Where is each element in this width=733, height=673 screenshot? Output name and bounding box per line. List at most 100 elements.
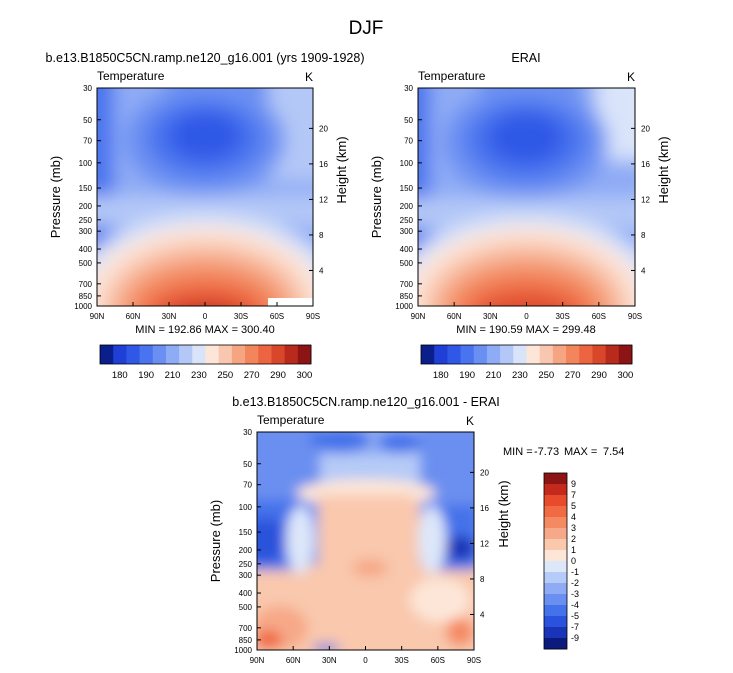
colorbar-swatch	[544, 605, 567, 617]
panel-erai: ERAI Temperature K 30 50	[369, 51, 671, 381]
y2-tick-label: 4	[319, 266, 324, 275]
y-tick-label: 700	[400, 280, 414, 289]
y-tick-label: 70	[243, 481, 252, 490]
panel-model: b.e13.B1850C5CN.ramp.ne120_g16.001 (yrs …	[46, 51, 365, 381]
panel-title: b.e13.B1850C5CN.ramp.ne120_g16.001 (yrs …	[46, 51, 365, 65]
y-tick-label: 30	[243, 428, 252, 437]
colorbar-label: 4	[571, 512, 576, 522]
colorbar-label: 290	[270, 370, 286, 381]
y2-tick-label: 8	[641, 231, 646, 240]
colorbar-swatch	[539, 345, 554, 364]
colorbar-swatch	[544, 473, 567, 485]
colorbar-swatch	[544, 616, 567, 628]
panel-subtitle-units: K	[466, 414, 474, 428]
colorbar-label: 190	[459, 370, 475, 381]
x-tick-label: 90S	[628, 312, 642, 321]
y-tick-label: 300	[400, 227, 414, 236]
colorbar-label: 230	[512, 370, 528, 381]
colorbar-label: 1	[571, 545, 576, 555]
colorbar-label: -4	[571, 600, 579, 610]
colorbar-swatch	[231, 345, 246, 364]
y-tick-label: 50	[404, 116, 413, 125]
x-tick-label: 0	[203, 312, 208, 321]
y-axis-label: Pressure (mb)	[48, 156, 63, 238]
colorbar-swatch	[500, 345, 514, 364]
colorbar-frame	[543, 472, 568, 650]
colorbar-label: 2	[571, 534, 576, 544]
x-axis: 90N 60N 30N 0 30S 60S 90S	[250, 646, 481, 665]
y2-tick-label: 12	[319, 195, 328, 204]
x-tick-label: 60S	[431, 656, 445, 665]
colorbar-swatch	[552, 345, 567, 364]
y-tick-label: 500	[400, 259, 414, 268]
x-tick-label: 90N	[90, 312, 105, 321]
y-tick-label: 850	[400, 292, 414, 301]
min-max-stats: MIN = 190.59 MAX = 299.48	[456, 324, 595, 336]
y-tick-label: 700	[79, 280, 93, 289]
y-axis-label: Pressure (mb)	[208, 500, 223, 582]
y-tick-label: 700	[239, 624, 253, 633]
difference-field	[257, 432, 474, 650]
y-tick-label: 500	[239, 603, 253, 612]
panel-subtitle-variable: Temperature	[418, 69, 486, 83]
colorbar-label: 270	[565, 370, 581, 381]
colorbar-swatch	[126, 345, 140, 364]
y-tick-label: 250	[79, 216, 93, 225]
colorbar-label: -9	[571, 633, 579, 643]
y-axis-label: Pressure (mb)	[369, 156, 384, 238]
y2-axis-label: Height (km)	[656, 136, 671, 203]
colorbar-swatch	[544, 627, 567, 639]
y-tick-label: 250	[400, 216, 414, 225]
temperature-field	[418, 88, 635, 306]
colorbar-swatch	[284, 345, 299, 364]
colorbar-swatch	[544, 583, 567, 595]
colorbar-swatch	[192, 345, 206, 364]
colorbar-swatch	[605, 345, 620, 364]
y2-tick-label: 12	[480, 539, 489, 548]
colorbar-label: 300	[296, 370, 312, 381]
colorbar-swatch	[544, 506, 567, 518]
y-tick-label: 400	[400, 245, 414, 254]
colorbar-label: 230	[191, 370, 207, 381]
colorbar-swatch	[152, 345, 167, 364]
colorbar-swatch	[245, 345, 259, 364]
x-tick-label: 60N	[447, 312, 462, 321]
colorbar-swatch	[165, 345, 180, 364]
colorbar-swatch	[297, 345, 312, 364]
colorbar-label: 3	[571, 523, 576, 533]
x-axis: 90N 60N 30N 0 30S 60S 90S	[411, 302, 642, 321]
colorbar-swatch	[544, 528, 567, 540]
panel-subtitle-units: K	[627, 70, 635, 84]
x-tick-label: 60N	[126, 312, 141, 321]
x-tick-label: 90N	[250, 656, 265, 665]
min-value: -7.73	[534, 446, 559, 458]
panel-subtitle-variable: Temperature	[257, 413, 325, 427]
temperature-field	[97, 88, 313, 306]
colorbar-label: -2	[571, 578, 579, 588]
colorbar-swatch	[544, 495, 567, 507]
x-tick-label: 30N	[483, 312, 498, 321]
y-tick-label: 100	[79, 159, 93, 168]
x-tick-label: 30S	[556, 312, 570, 321]
colorbar-label: -7	[571, 622, 579, 632]
colorbar-swatch	[205, 345, 220, 364]
colorbar-label: 210	[165, 370, 181, 381]
x-tick-label: 30N	[162, 312, 177, 321]
y2-tick-label: 4	[641, 266, 646, 275]
y-tick-label: 1000	[234, 646, 252, 655]
x-tick-label: 90S	[306, 312, 320, 321]
panel-difference: b.e13.B1850C5CN.ramp.ne120_g16.001 - ERA…	[208, 395, 624, 665]
x-tick-label: 30N	[322, 656, 337, 665]
colorbar-label: -3	[571, 589, 579, 599]
x-tick-label: 0	[363, 656, 368, 665]
y2-tick-label: 20	[641, 124, 650, 133]
colorbar-swatch	[592, 345, 607, 364]
x-tick-label: 90N	[411, 312, 426, 321]
y-tick-label: 500	[79, 259, 93, 268]
colorbar-label: 250	[217, 370, 233, 381]
colorbar-swatch	[460, 345, 475, 364]
colorbar-swatch	[579, 345, 593, 364]
